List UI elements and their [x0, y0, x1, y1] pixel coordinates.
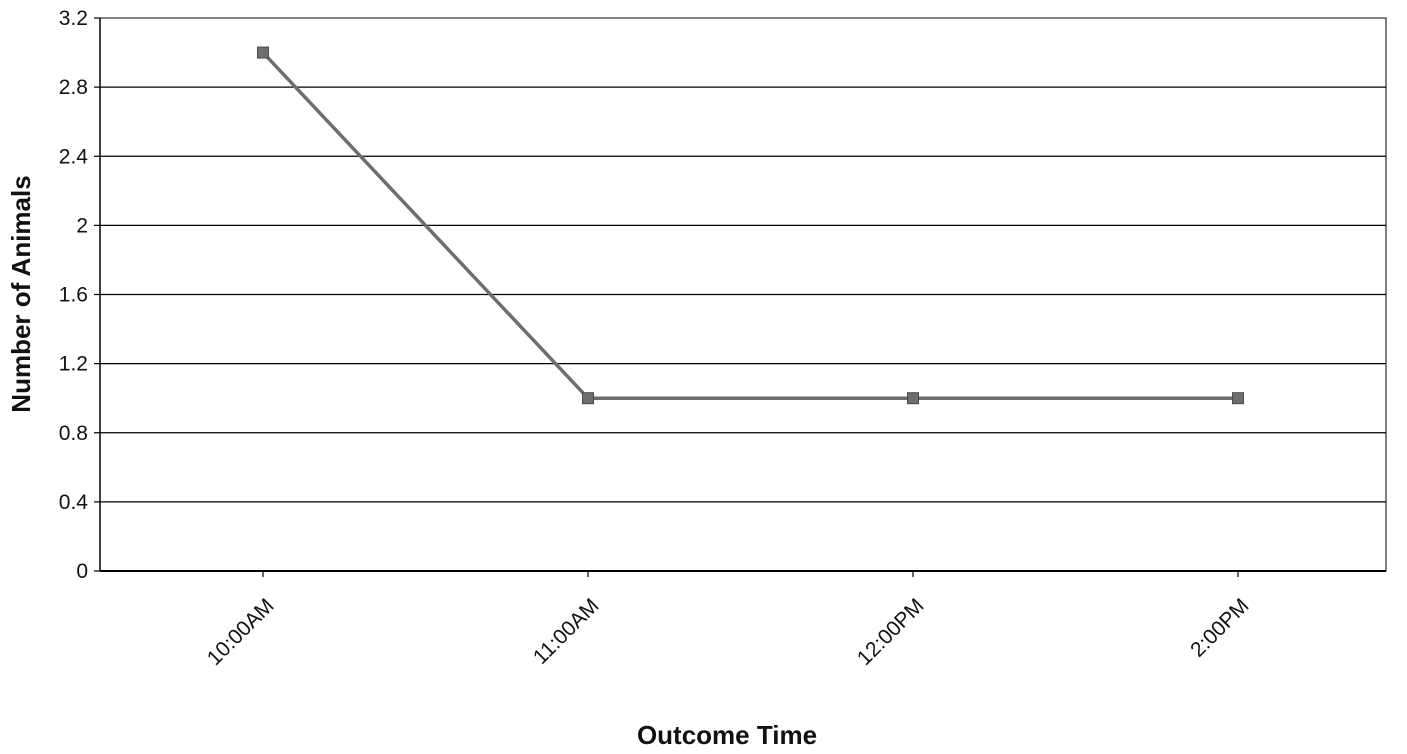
grid-lines [100, 86, 1386, 503]
y-tick-label: 2 [76, 214, 88, 237]
x-tick-label: 11:00AM [529, 594, 604, 669]
x-axis-ticks: 10:00AM 11:00AM 12:00PM 2:00PM [203, 571, 1254, 670]
data-point-marker [582, 392, 594, 405]
x-tick-label: 2:00PM [1186, 594, 1253, 661]
y-tick-label: 0 [76, 560, 88, 583]
y-tick-label: 0.8 [59, 422, 88, 445]
y-tick-label: 0.4 [59, 491, 89, 514]
x-axis-title: Outcome Time [637, 720, 817, 750]
y-tick-label: 1.2 [59, 353, 88, 376]
y-tick-label: 1.6 [59, 284, 88, 307]
series-group [257, 46, 1244, 405]
y-axis-ticks: 0 0.4 0.8 1.2 1.6 2 2.4 2.8 3.2 [59, 7, 100, 583]
data-point-marker [1232, 392, 1244, 405]
y-tick-label: 2.8 [59, 76, 88, 99]
y-tick-label: 3.2 [59, 7, 88, 30]
x-tick-label: 12:00PM [853, 594, 929, 670]
data-point-marker [257, 46, 269, 59]
y-tick-label: 2.4 [59, 145, 89, 168]
y-axis-title: Number of Animals [6, 175, 36, 412]
x-tick-label: 10:00AM [203, 594, 279, 670]
series-line [261, 51, 1238, 400]
data-point-marker [907, 392, 919, 405]
